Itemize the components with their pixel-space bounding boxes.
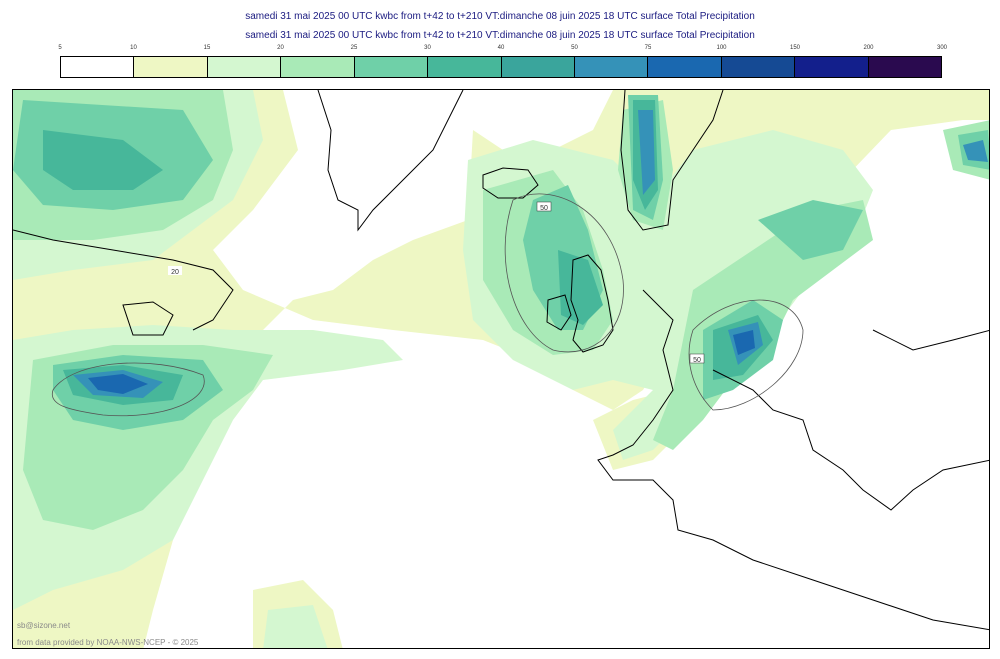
colorbar-tick-label: 200 (863, 45, 874, 51)
precipitation-map[interactable]: 20 50 50 (12, 89, 990, 649)
colorbar-segment (354, 57, 429, 77)
svg-text:20: 20 (171, 269, 179, 276)
chart-title-line-1: samedi 31 mai 2025 00 UTC kwbc from t+42… (245, 11, 755, 22)
contour-label-3: 50 (689, 353, 705, 364)
precipitation-colorbar (60, 56, 942, 78)
precip-band-50-75 (88, 330, 755, 394)
precip-contours (51, 193, 804, 417)
colorbar-segment (574, 57, 649, 77)
coastlines (13, 90, 989, 631)
contour-label-2: 50 (536, 201, 552, 212)
map-canvas: 20 50 50 (13, 90, 989, 648)
colorbar-tick-label: 150 (789, 45, 801, 51)
colorbar-tick-label: 300 (936, 45, 948, 51)
colorbar-tick-label: 75 (644, 45, 652, 51)
svg-text:50: 50 (693, 357, 701, 364)
colorbar-tick-label: 25 (350, 45, 358, 51)
colorbar-segment (795, 57, 869, 77)
colorbar-segment (428, 57, 502, 77)
colorbar-segment (868, 57, 942, 77)
colorbar-tick-label: 50 (571, 45, 578, 51)
colorbar-tick-label: 10 (130, 45, 137, 51)
credit-site: sb@sizone.net (17, 621, 71, 630)
colorbar-tick-label: 5 (58, 45, 62, 51)
chart-title-line-2: samedi 31 mai 2025 00 UTC kwbc from t+42… (245, 30, 755, 41)
colorbar-tick-label: 100 (716, 45, 727, 51)
colorbar-segment (721, 57, 796, 77)
contour-label-1: 20 (168, 266, 182, 276)
colorbar-tick-label: 30 (424, 45, 431, 51)
colorbar-tick-label: 20 (277, 45, 284, 51)
credit-data-source: from data provided by NOAA-NWS-NCEP - © … (17, 638, 199, 647)
colorbar-segment (61, 57, 135, 77)
colorbar-tick-label: 15 (203, 45, 211, 51)
colorbar-segment (648, 57, 722, 77)
colorbar-segment (207, 57, 282, 77)
svg-text:50: 50 (540, 205, 548, 212)
colorbar-segment (281, 57, 355, 77)
colorbar-tick-label: 40 (497, 45, 505, 51)
colorbar-segment (134, 57, 208, 77)
colorbar-segment (501, 57, 575, 77)
